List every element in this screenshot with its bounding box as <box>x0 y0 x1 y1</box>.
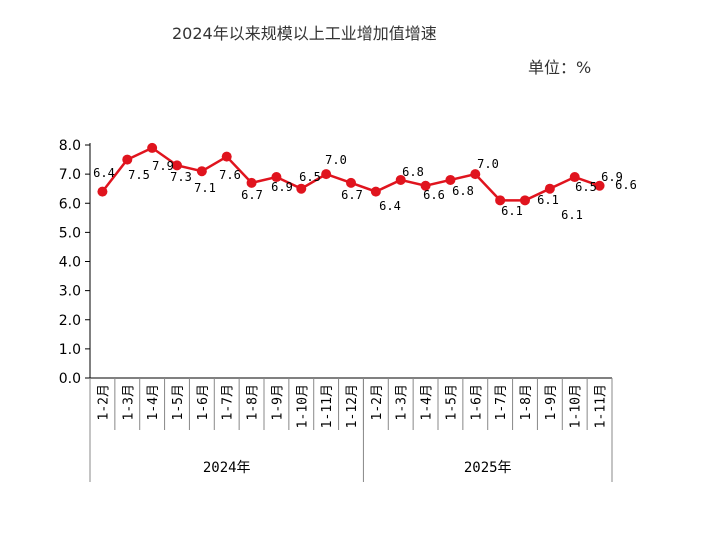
y-tick-label: 8.0 <box>59 138 81 154</box>
data-point <box>594 180 605 191</box>
y-tick-label: 5.0 <box>59 225 81 241</box>
y-tick-label: 2.0 <box>59 313 81 329</box>
x-tick-label: 1-2月 <box>370 384 385 420</box>
x-tick-label: 1-5月 <box>171 384 186 420</box>
y-tick-label: 0.0 <box>59 371 81 387</box>
x-tick-label: 1-4月 <box>420 384 435 420</box>
data-point <box>370 186 381 197</box>
data-point <box>520 195 530 206</box>
data-point <box>172 160 182 171</box>
data-label: 6.8 <box>402 165 424 179</box>
x-tick-label: 1-9月 <box>544 384 559 420</box>
chart-title: 2024年以来规模以上工业增加值增速 <box>172 24 437 43</box>
y-tick-label: 1.0 <box>59 342 81 358</box>
data-label: 7.1 <box>194 181 216 195</box>
x-tick-label: 1-10月 <box>569 384 584 428</box>
x-tick-label: 1-5月 <box>444 384 459 420</box>
data-point <box>221 151 232 162</box>
x-tick-label: 1-8月 <box>246 384 261 420</box>
data-label: 7.0 <box>477 157 499 171</box>
data-point <box>395 174 406 185</box>
data-label: 6.5 <box>299 170 321 184</box>
data-label: 7.9 <box>152 159 174 173</box>
data-point <box>296 183 307 194</box>
x-group-label: 2025年 <box>464 460 512 476</box>
data-label: 6.1 <box>501 204 523 218</box>
data-label: 6.4 <box>379 199 401 213</box>
data-point <box>246 177 257 188</box>
data-label: 6.9 <box>271 180 293 194</box>
data-point <box>321 169 332 180</box>
data-point <box>445 174 456 185</box>
data-label: 6.7 <box>241 188 263 202</box>
data-label: 6.7 <box>341 188 363 202</box>
x-tick-label: 1-11月 <box>594 384 609 428</box>
y-tick-label: 7.0 <box>59 167 81 183</box>
data-label: 6.8 <box>452 184 474 198</box>
data-point <box>569 172 580 183</box>
data-label: 7.0 <box>325 153 347 167</box>
data-label: 6.1 <box>561 208 583 222</box>
x-tick-label: 1-3月 <box>121 384 136 420</box>
data-point <box>271 172 282 183</box>
data-label: 7.5 <box>128 168 150 182</box>
x-group-label: 2024年 <box>203 460 251 476</box>
x-tick-label: 1-6月 <box>196 384 211 420</box>
x-tick-label: 1-7月 <box>221 384 236 420</box>
data-label: 7.3 <box>170 170 192 184</box>
data-point <box>544 183 555 194</box>
data-point <box>495 195 506 206</box>
data-label: 6.4 <box>93 166 115 180</box>
data-point <box>196 166 207 177</box>
data-label: 6.9 <box>601 170 623 184</box>
data-label: 7.6 <box>219 168 241 182</box>
x-tick-label: 1-6月 <box>469 384 484 420</box>
x-tick-label: 1-12月 <box>345 384 360 428</box>
data-label: 6.5 <box>575 180 597 194</box>
data-point <box>122 154 133 165</box>
x-tick-label: 1-2月 <box>96 384 111 420</box>
x-tick-label: 1-10月 <box>295 384 310 428</box>
x-tick-label: 1-8月 <box>519 384 534 420</box>
data-point <box>147 142 158 153</box>
data-label: 6.1 <box>537 193 559 207</box>
unit-label: 单位：% <box>528 58 592 77</box>
data-point <box>346 177 356 188</box>
x-tick-label: 1-9月 <box>270 384 285 420</box>
data-point <box>97 186 108 197</box>
x-tick-label: 1-4月 <box>146 384 161 420</box>
y-tick-label: 4.0 <box>59 255 81 271</box>
y-tick-label: 3.0 <box>59 284 81 300</box>
x-tick-label: 1-7月 <box>494 384 509 420</box>
x-tick-label: 1-3月 <box>395 384 410 420</box>
data-point <box>420 180 431 191</box>
data-label: 6.6 <box>423 188 445 202</box>
x-tick-label: 1-11月 <box>320 384 335 428</box>
y-tick-label: 6.0 <box>59 196 81 212</box>
data-point <box>470 169 481 180</box>
data-label: 6.6 <box>615 178 637 192</box>
